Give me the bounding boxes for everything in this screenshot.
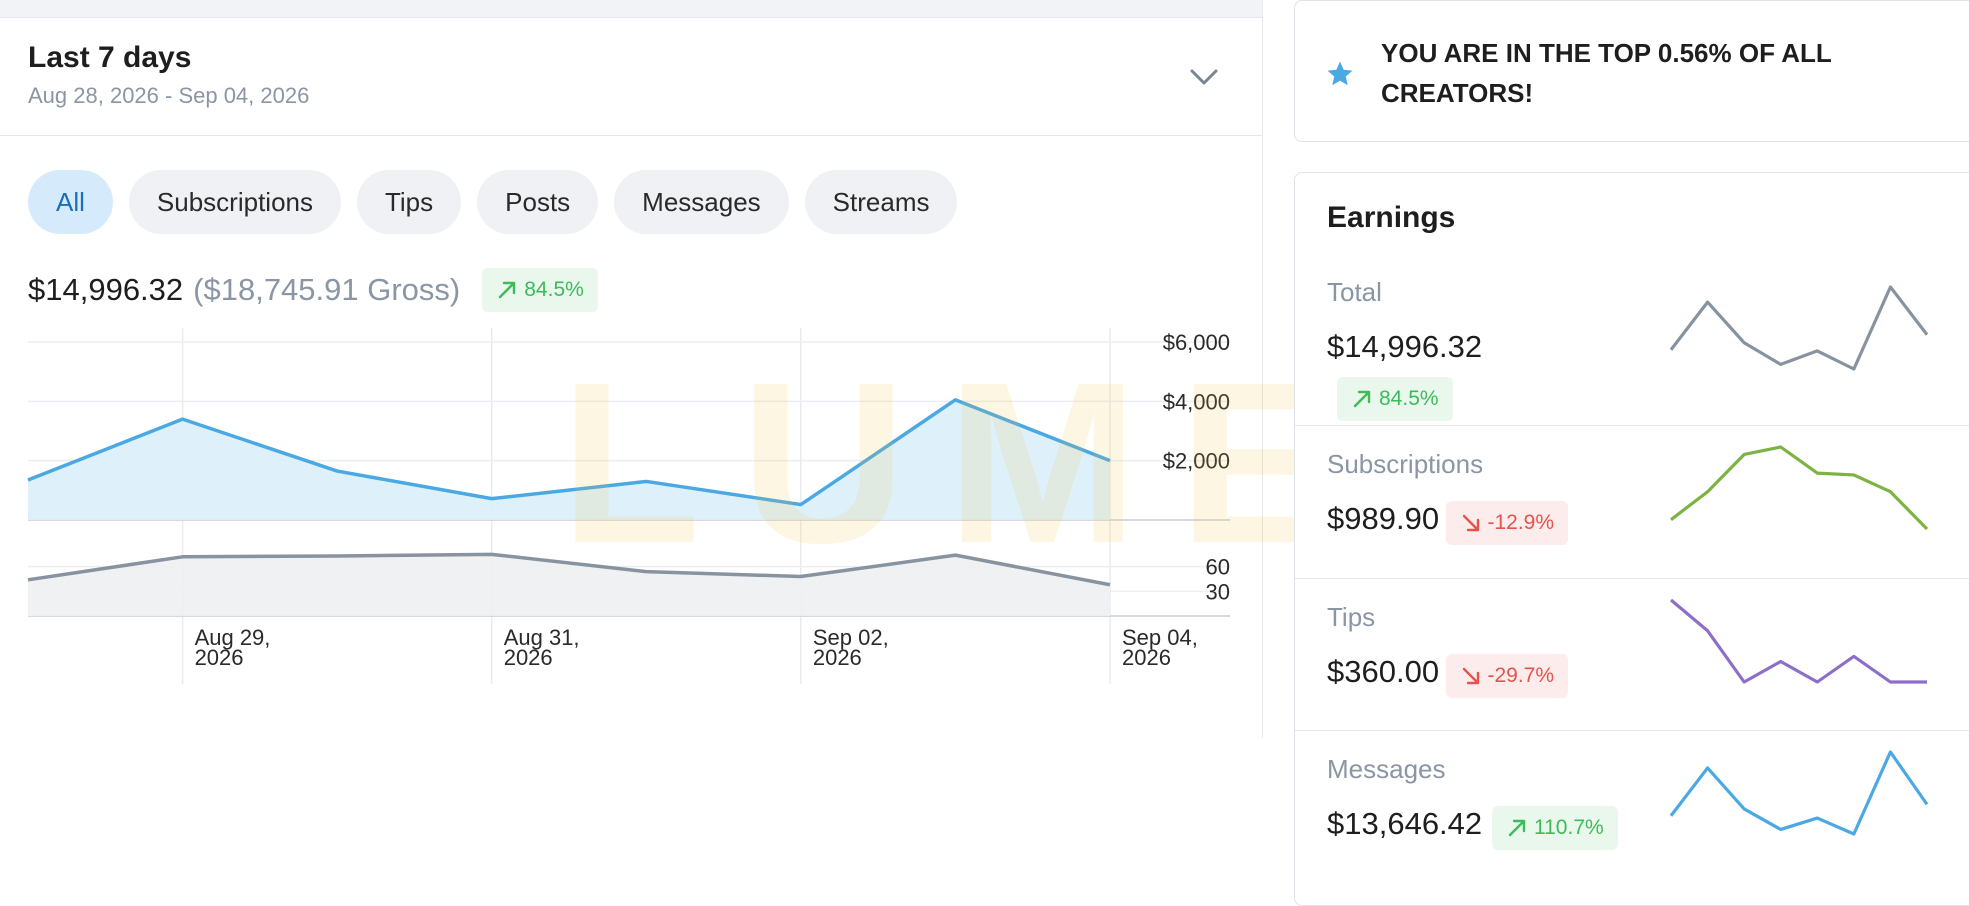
x-tick-label: Sep 04,2026 (1122, 625, 1198, 670)
earnings-label: Total (1327, 277, 1382, 308)
sparkline-line (1671, 287, 1927, 369)
y-tick-label: 60 (1206, 555, 1230, 580)
earnings-amount: $989.90 (1327, 501, 1439, 537)
arrow-down-right-icon (1460, 512, 1482, 534)
net-earnings: $14,996.32 (28, 272, 183, 308)
change-badge: -29.7% (1446, 654, 1569, 698)
filter-posts[interactable]: Posts (477, 170, 598, 234)
arrow-up-right-icon (496, 279, 518, 301)
change-badge: 84.5% (1337, 377, 1453, 421)
change-badge: 84.5% (482, 268, 598, 312)
row-divider (1295, 578, 1969, 579)
arrow-up-right-icon (1351, 388, 1373, 410)
earnings-label: Tips (1327, 602, 1375, 633)
period-selector[interactable]: Last 7 days Aug 28, 2026 - Sep 04, 2026 (0, 17, 1262, 136)
chevron-down-icon[interactable] (1184, 57, 1224, 97)
row-divider (1295, 730, 1969, 731)
earnings-label: Subscriptions (1327, 449, 1483, 480)
sparkline-line (1671, 600, 1927, 682)
filter-tips[interactable]: Tips (357, 170, 461, 234)
period-title: Last 7 days (28, 41, 191, 75)
ranking-text: YOU ARE IN THE TOP 0.56% OF ALL CREATORS… (1381, 33, 1901, 113)
top-strip (0, 0, 1262, 18)
row-divider (1295, 425, 1969, 426)
filter-subscriptions[interactable]: Subscriptions (129, 170, 341, 234)
change-badge: 110.7% (1492, 806, 1618, 850)
earnings-row-messages[interactable]: Messages $13,646.42 110.7% (1295, 750, 1969, 900)
earnings-amount: $360.00 (1327, 654, 1439, 690)
earnings-row-total[interactable]: Total $14,996.32 84.5% (1295, 273, 1969, 445)
arrow-up-right-icon (1506, 817, 1528, 839)
sparkline-line (1671, 447, 1927, 529)
change-value: 110.7% (1534, 816, 1604, 840)
filter-messages[interactable]: Messages (614, 170, 789, 234)
earnings-row-tips[interactable]: Tips $360.00 -29.7% (1295, 598, 1969, 750)
change-value: 84.5% (1379, 387, 1439, 411)
y-tick-label: $2,000 (1163, 449, 1230, 474)
y-tick-label: $4,000 (1163, 389, 1230, 414)
earnings-amount: $13,646.42 (1327, 806, 1482, 842)
sparkline (1665, 586, 1933, 696)
earnings-row-subscriptions[interactable]: Subscriptions $989.90 -12.9% (1295, 445, 1969, 597)
earnings-amount: $14,996.32 (1327, 329, 1482, 365)
gross-earnings: ($18,745.91 Gross) (193, 272, 460, 308)
sparkline (1665, 433, 1933, 543)
change-value: 84.5% (524, 278, 584, 302)
earnings-chart-panel: Last 7 days Aug 28, 2026 - Sep 04, 2026 … (0, 0, 1263, 738)
y-tick-label: 30 (1206, 579, 1230, 604)
period-range: Aug 28, 2026 - Sep 04, 2026 (28, 83, 309, 109)
arrow-down-right-icon (1460, 665, 1482, 687)
y-tick-label: $6,000 (1163, 330, 1230, 355)
change-badge: -12.9% (1446, 501, 1569, 545)
x-tick-label: Sep 02,2026 (813, 625, 889, 670)
sparkline (1665, 273, 1933, 383)
change-value: -29.7% (1488, 664, 1555, 688)
filter-streams[interactable]: Streams (805, 170, 958, 234)
earnings-card: Earnings Total $14,996.32 84.5% Subscriptio… (1294, 172, 1969, 906)
earnings-title: Earnings (1327, 201, 1455, 235)
change-value: -12.9% (1488, 511, 1555, 535)
star-icon (1325, 59, 1355, 89)
earnings-summary: $14,996.32 ($18,745.91 Gross) 84.5% (28, 266, 598, 314)
x-tick-label: Aug 31,2026 (504, 625, 580, 670)
sparkline (1665, 738, 1933, 848)
sparkline-line (1671, 752, 1927, 834)
filter-all[interactable]: All (28, 170, 113, 234)
x-tick-label: Aug 29,2026 (195, 625, 271, 670)
earnings-chart: Aug 29,2026 Aug 31,2026 Sep 02,2026 Sep 04,… (0, 320, 1262, 690)
earnings-label: Messages (1327, 754, 1446, 785)
ranking-banner: YOU ARE IN THE TOP 0.56% OF ALL CREATORS… (1294, 0, 1969, 142)
